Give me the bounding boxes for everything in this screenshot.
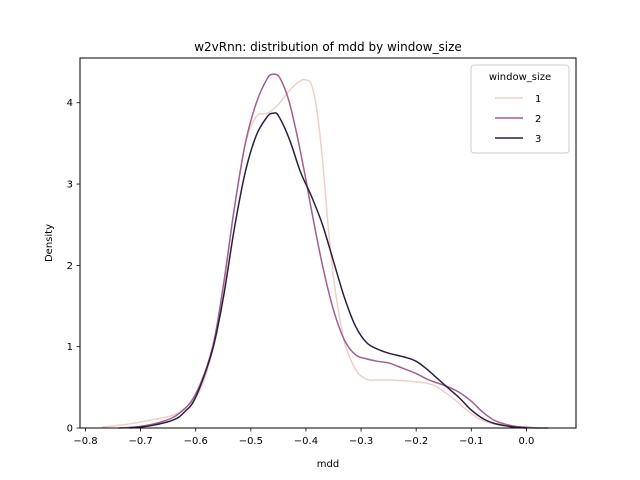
x-tick-label: −0.5: [239, 436, 263, 447]
x-axis-label: mdd: [317, 459, 339, 470]
plot-lines: [101, 73, 549, 429]
chart-title: w2vRnn: distribution of mdd by window_si…: [194, 40, 462, 54]
x-tick-label: −0.6: [184, 436, 208, 447]
x-tick-label: −0.7: [128, 436, 152, 447]
legend: window_size 1 2 3: [470, 64, 570, 154]
y-tick-label: 3: [67, 180, 73, 191]
legend-title: window_size: [489, 72, 551, 83]
y-tick-label: 1: [67, 342, 73, 353]
y-tick-label: 0: [67, 424, 73, 435]
x-tick-label: −0.2: [404, 436, 428, 447]
x-axis: −0.8 −0.7 −0.6 −0.5 −0.4 −0.3 −0.2 −0.1 0.0: [73, 428, 534, 447]
x-tick-label: −0.8: [73, 436, 97, 447]
legend-items: 1 2 3: [495, 94, 541, 145]
x-tick-label: −0.4: [294, 436, 318, 447]
y-axis: 0 1 2 3 4: [67, 98, 80, 435]
legend-label-3: 3: [535, 134, 541, 145]
x-tick-label: −0.1: [459, 436, 483, 447]
plot-frame: [79, 57, 577, 429]
x-tick-label: 0.0: [518, 436, 534, 447]
y-tick-label: 2: [67, 261, 73, 272]
series-line-2: [118, 73, 549, 429]
y-tick-label: 4: [67, 98, 73, 109]
series-line-3: [129, 112, 527, 429]
y-axis-label: Density: [44, 224, 55, 262]
legend-box: [470, 64, 570, 154]
x-tick-label: −0.3: [349, 436, 373, 447]
legend-label-2: 2: [535, 114, 541, 125]
legend-label-1: 1: [535, 94, 541, 105]
